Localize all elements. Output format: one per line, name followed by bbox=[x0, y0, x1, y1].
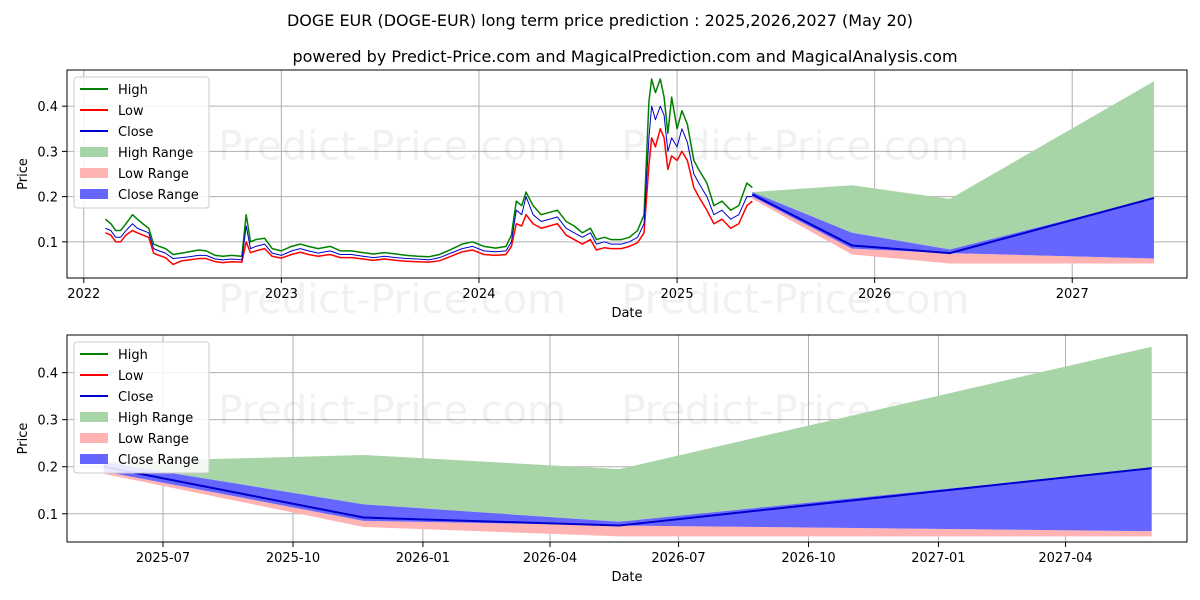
legend-swatch-low_range bbox=[80, 168, 108, 178]
y-tick-label: 0.2 bbox=[37, 191, 58, 206]
high-range-area bbox=[752, 81, 1154, 250]
close-forecast-line bbox=[103, 465, 1152, 527]
x-tick-label: 2024 bbox=[462, 287, 495, 302]
x-tick-label: 2025 bbox=[661, 287, 694, 302]
legend-label-close_range: Close Range bbox=[118, 453, 199, 468]
x-tick-label: 2027 bbox=[1056, 287, 1089, 302]
legend-swatch-high_range bbox=[80, 147, 108, 157]
x-tick-label: 2023 bbox=[265, 287, 298, 302]
legend-label-close: Close bbox=[118, 125, 153, 140]
legend-label-close: Close bbox=[118, 390, 153, 405]
legend-swatch-close_range bbox=[80, 189, 108, 199]
legend-label-close_range: Close Range bbox=[118, 188, 199, 203]
y-tick-label: 0.1 bbox=[37, 508, 58, 523]
top-chart: Predict-Price.com Predict-Price.com Predic… bbox=[16, 69, 1188, 323]
legend-label-low: Low bbox=[118, 369, 144, 384]
legend-label-low_range: Low Range bbox=[118, 167, 189, 182]
legend-swatch-close_range bbox=[80, 454, 108, 464]
close-range-area bbox=[103, 462, 1152, 532]
chart-title: DOGE EUR (DOGE-EUR) long term price pred… bbox=[287, 11, 913, 30]
plot-frame bbox=[66, 69, 1188, 279]
x-tick-label: 2026 bbox=[858, 287, 891, 302]
x-tick-label: 2025-07 bbox=[136, 551, 190, 566]
legend-label-high: High bbox=[118, 348, 148, 363]
y-tick-label: 0.3 bbox=[37, 414, 58, 429]
watermark-text: Predict-Price.com bbox=[218, 277, 566, 323]
legend-label-high_range: High Range bbox=[118, 411, 193, 426]
watermark-text: Predict-Price.com bbox=[621, 277, 969, 323]
close-forecast-line bbox=[751, 193, 1155, 255]
bottom-chart: Predict-Price.com Predict-Price.com2025-0… bbox=[16, 334, 1188, 585]
y-axis-label: Price bbox=[16, 423, 31, 455]
legend-label-high: High bbox=[118, 83, 148, 98]
chart-subtitle: powered by Predict-Price.com and Magical… bbox=[292, 47, 957, 66]
x-tick-label: 2026-07 bbox=[651, 551, 705, 566]
y-tick-label: 0.3 bbox=[37, 145, 58, 160]
y-tick-label: 0.4 bbox=[37, 367, 58, 382]
high-series-line bbox=[104, 78, 753, 258]
x-tick-label: 2026-10 bbox=[781, 551, 835, 566]
x-tick-label: 2026-01 bbox=[396, 551, 450, 566]
x-axis-label: Date bbox=[611, 570, 642, 585]
y-tick-label: 0.4 bbox=[37, 100, 58, 115]
low-series-line bbox=[105, 128, 753, 266]
x-tick-label: 2027-01 bbox=[911, 551, 965, 566]
high-range-area bbox=[103, 346, 1152, 522]
legend-label-low_range: Low Range bbox=[118, 432, 189, 447]
close-series-line bbox=[105, 105, 753, 261]
legend-label-high_range: High Range bbox=[118, 146, 193, 161]
legend-swatch-low_range bbox=[80, 433, 108, 443]
y-tick-label: 0.2 bbox=[37, 461, 58, 476]
y-axis-label: Price bbox=[16, 158, 31, 190]
x-tick-label: 2025-10 bbox=[266, 551, 320, 566]
watermark-text: Predict-Price.com bbox=[621, 123, 969, 169]
x-tick-label: 2022 bbox=[67, 287, 100, 302]
x-tick-label: 2026-04 bbox=[523, 551, 577, 566]
watermark-text: Predict-Price.com bbox=[218, 123, 566, 169]
legend-swatch-high_range bbox=[80, 412, 108, 422]
x-axis-label: Date bbox=[611, 306, 642, 321]
close-range-area bbox=[752, 192, 1154, 259]
watermark-text: Predict-Price.com bbox=[218, 388, 566, 434]
y-tick-label: 0.1 bbox=[37, 236, 58, 251]
x-tick-label: 2027-04 bbox=[1038, 551, 1092, 566]
legend-label-low: Low bbox=[118, 104, 144, 119]
plot-frame bbox=[66, 334, 1188, 543]
